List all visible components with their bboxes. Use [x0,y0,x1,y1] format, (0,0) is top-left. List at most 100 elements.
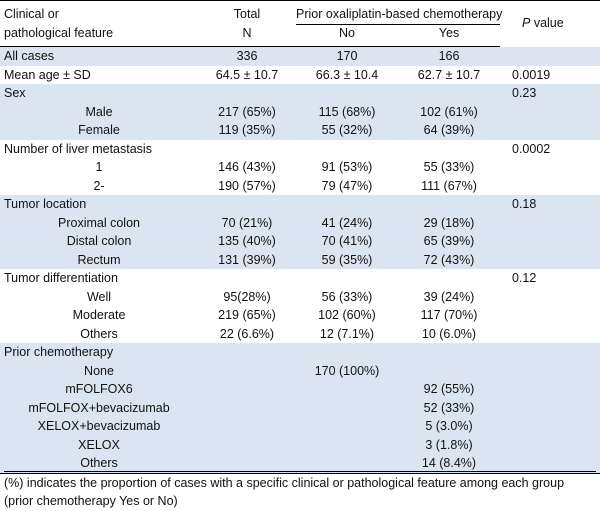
table-row: Prior chemotherapy [0,343,600,362]
row-label: XELOX [0,435,198,454]
row-label: Moderate [72,308,126,322]
cell-p-value [500,435,600,454]
cell-yes [398,269,500,288]
header-no: No [296,24,398,47]
cell-p-value [500,121,600,140]
cell-p-value: 0.18 [500,195,600,214]
cell-p-value: 0.23 [500,84,600,103]
cell-yes [398,84,500,103]
row-label: 1 [95,160,103,174]
header-p-suffix: value [530,16,564,31]
table-row: XELOX+bevacizumab 5 (3.0%) [0,417,600,436]
cell-no [296,195,398,214]
cell-yes: 111 (67%) [421,178,477,193]
row-label: Sex [0,84,198,103]
cell-yes: 52 (33%) [398,398,500,417]
cell-p-value [500,398,600,417]
cell-p-value [500,102,600,121]
cell-p-value [500,250,600,269]
cell-no [296,84,398,103]
cell-no: 70 (41%) [296,232,398,251]
cell-p-value [500,288,600,307]
cell-yes: 3 (1.8%) [398,435,500,454]
cell-no: 41 (24%) [296,213,398,232]
cell-no: 170 (100%) [296,361,398,380]
cell-yes: 62.7 ± 10.7 [417,67,481,82]
row-label: 2- [93,178,105,193]
table-row: None 170 (100%) [0,361,600,380]
clinical-table: Clinical or Total Prior oxaliplatin-base… [0,0,600,474]
cell-total: 336 [198,46,296,66]
header-total-line1: Total [233,7,261,21]
cell-yes: 166 [398,46,500,66]
table-row: All cases 336 170 166 [0,46,600,66]
cell-total [198,343,296,362]
cell-total [198,84,296,103]
row-label: mFOLFOX6 [0,380,198,399]
cell-total [198,435,296,454]
cell-p-value [500,454,600,474]
cell-no: 115 (68%) [296,102,398,121]
cell-total: 131 (39%) [198,250,296,269]
row-label: None [0,361,198,380]
table-row: 2- 190 (57%) 79 (47%) 111 (67%) [0,177,600,196]
cell-yes: 55 (33%) [423,160,475,174]
cell-p-value [500,158,600,177]
row-label: Proximal colon [0,213,198,232]
table-row: Rectum 131 (39%) 59 (35%) 72 (43%) [0,250,600,269]
header-group: Prior oxaliplatin-based chemotherapy [296,0,502,25]
row-label: Female [0,121,198,140]
table-row: Tumor location 0.18 [0,195,600,214]
cell-yes: 39 (24%) [423,289,475,304]
cell-yes: 65 (39%) [398,232,500,251]
cell-no [296,140,398,159]
cell-p-value: 0.0002 [512,141,551,156]
row-label: All cases [0,46,198,66]
header-no-label: No [339,26,355,41]
cell-p-value [500,343,600,362]
cell-yes: 117 (70%) [420,308,478,322]
cell-no [296,343,398,362]
header-p-italic: P [522,16,531,31]
cell-total: 64.5 ± 10.7 [215,67,279,82]
cell-p-value [500,380,600,399]
row-label: Tumor differentiation [4,271,118,285]
header-feature: Clinical or [0,0,198,24]
cell-p-value [500,232,600,251]
row-label: Tumor location [0,195,198,214]
cell-total: 217 (65%) [198,102,296,121]
cell-yes [398,195,500,214]
table-row: Others 14 (8.4%) [0,454,600,474]
cell-total: 219 (65%) [218,308,276,322]
row-label: Others [0,454,198,474]
cell-total: 146 (43%) [218,160,276,174]
row-label: XELOX+bevacizumab [0,417,198,436]
cell-no [296,435,398,454]
row-label: Others [80,326,118,341]
row-label: Number of liver metastasis [4,141,152,156]
cell-total [198,380,296,399]
table-row: Distal colon 135 (40%) 70 (41%) 65 (39%) [0,232,600,251]
cell-yes [398,343,500,362]
cell-total: 135 (40%) [198,232,296,251]
header-feature-line1: Clinical or [4,7,59,21]
cell-yes: 102 (61%) [398,102,500,121]
cell-no [296,380,398,399]
cell-total [198,454,296,474]
row-label: Mean age ± SD [4,67,91,82]
cell-yes: 72 (43%) [398,250,500,269]
cell-no: 102 (60%) [318,308,376,322]
table-row: Moderate 219 (65%) 102 (60%) 117 (70%) [0,306,600,325]
cell-total [198,398,296,417]
table-row: Number of liver metastasis 0.0002 [0,140,600,159]
cell-no [296,269,398,288]
table-row: 1 146 (43%) 91 (53%) 55 (33%) [0,158,600,177]
cell-yes: 10 (6.0%) [421,326,477,341]
table-row: Male 217 (65%) 115 (68%) 102 (61%) [0,102,600,121]
cell-no [296,454,398,474]
cell-yes [398,140,500,159]
row-label: Rectum [0,250,198,269]
cell-yes: 5 (3.0%) [398,417,500,436]
table-body: All cases 336 170 166 Mean age ± SD 64.5 ± 10… [0,46,600,474]
